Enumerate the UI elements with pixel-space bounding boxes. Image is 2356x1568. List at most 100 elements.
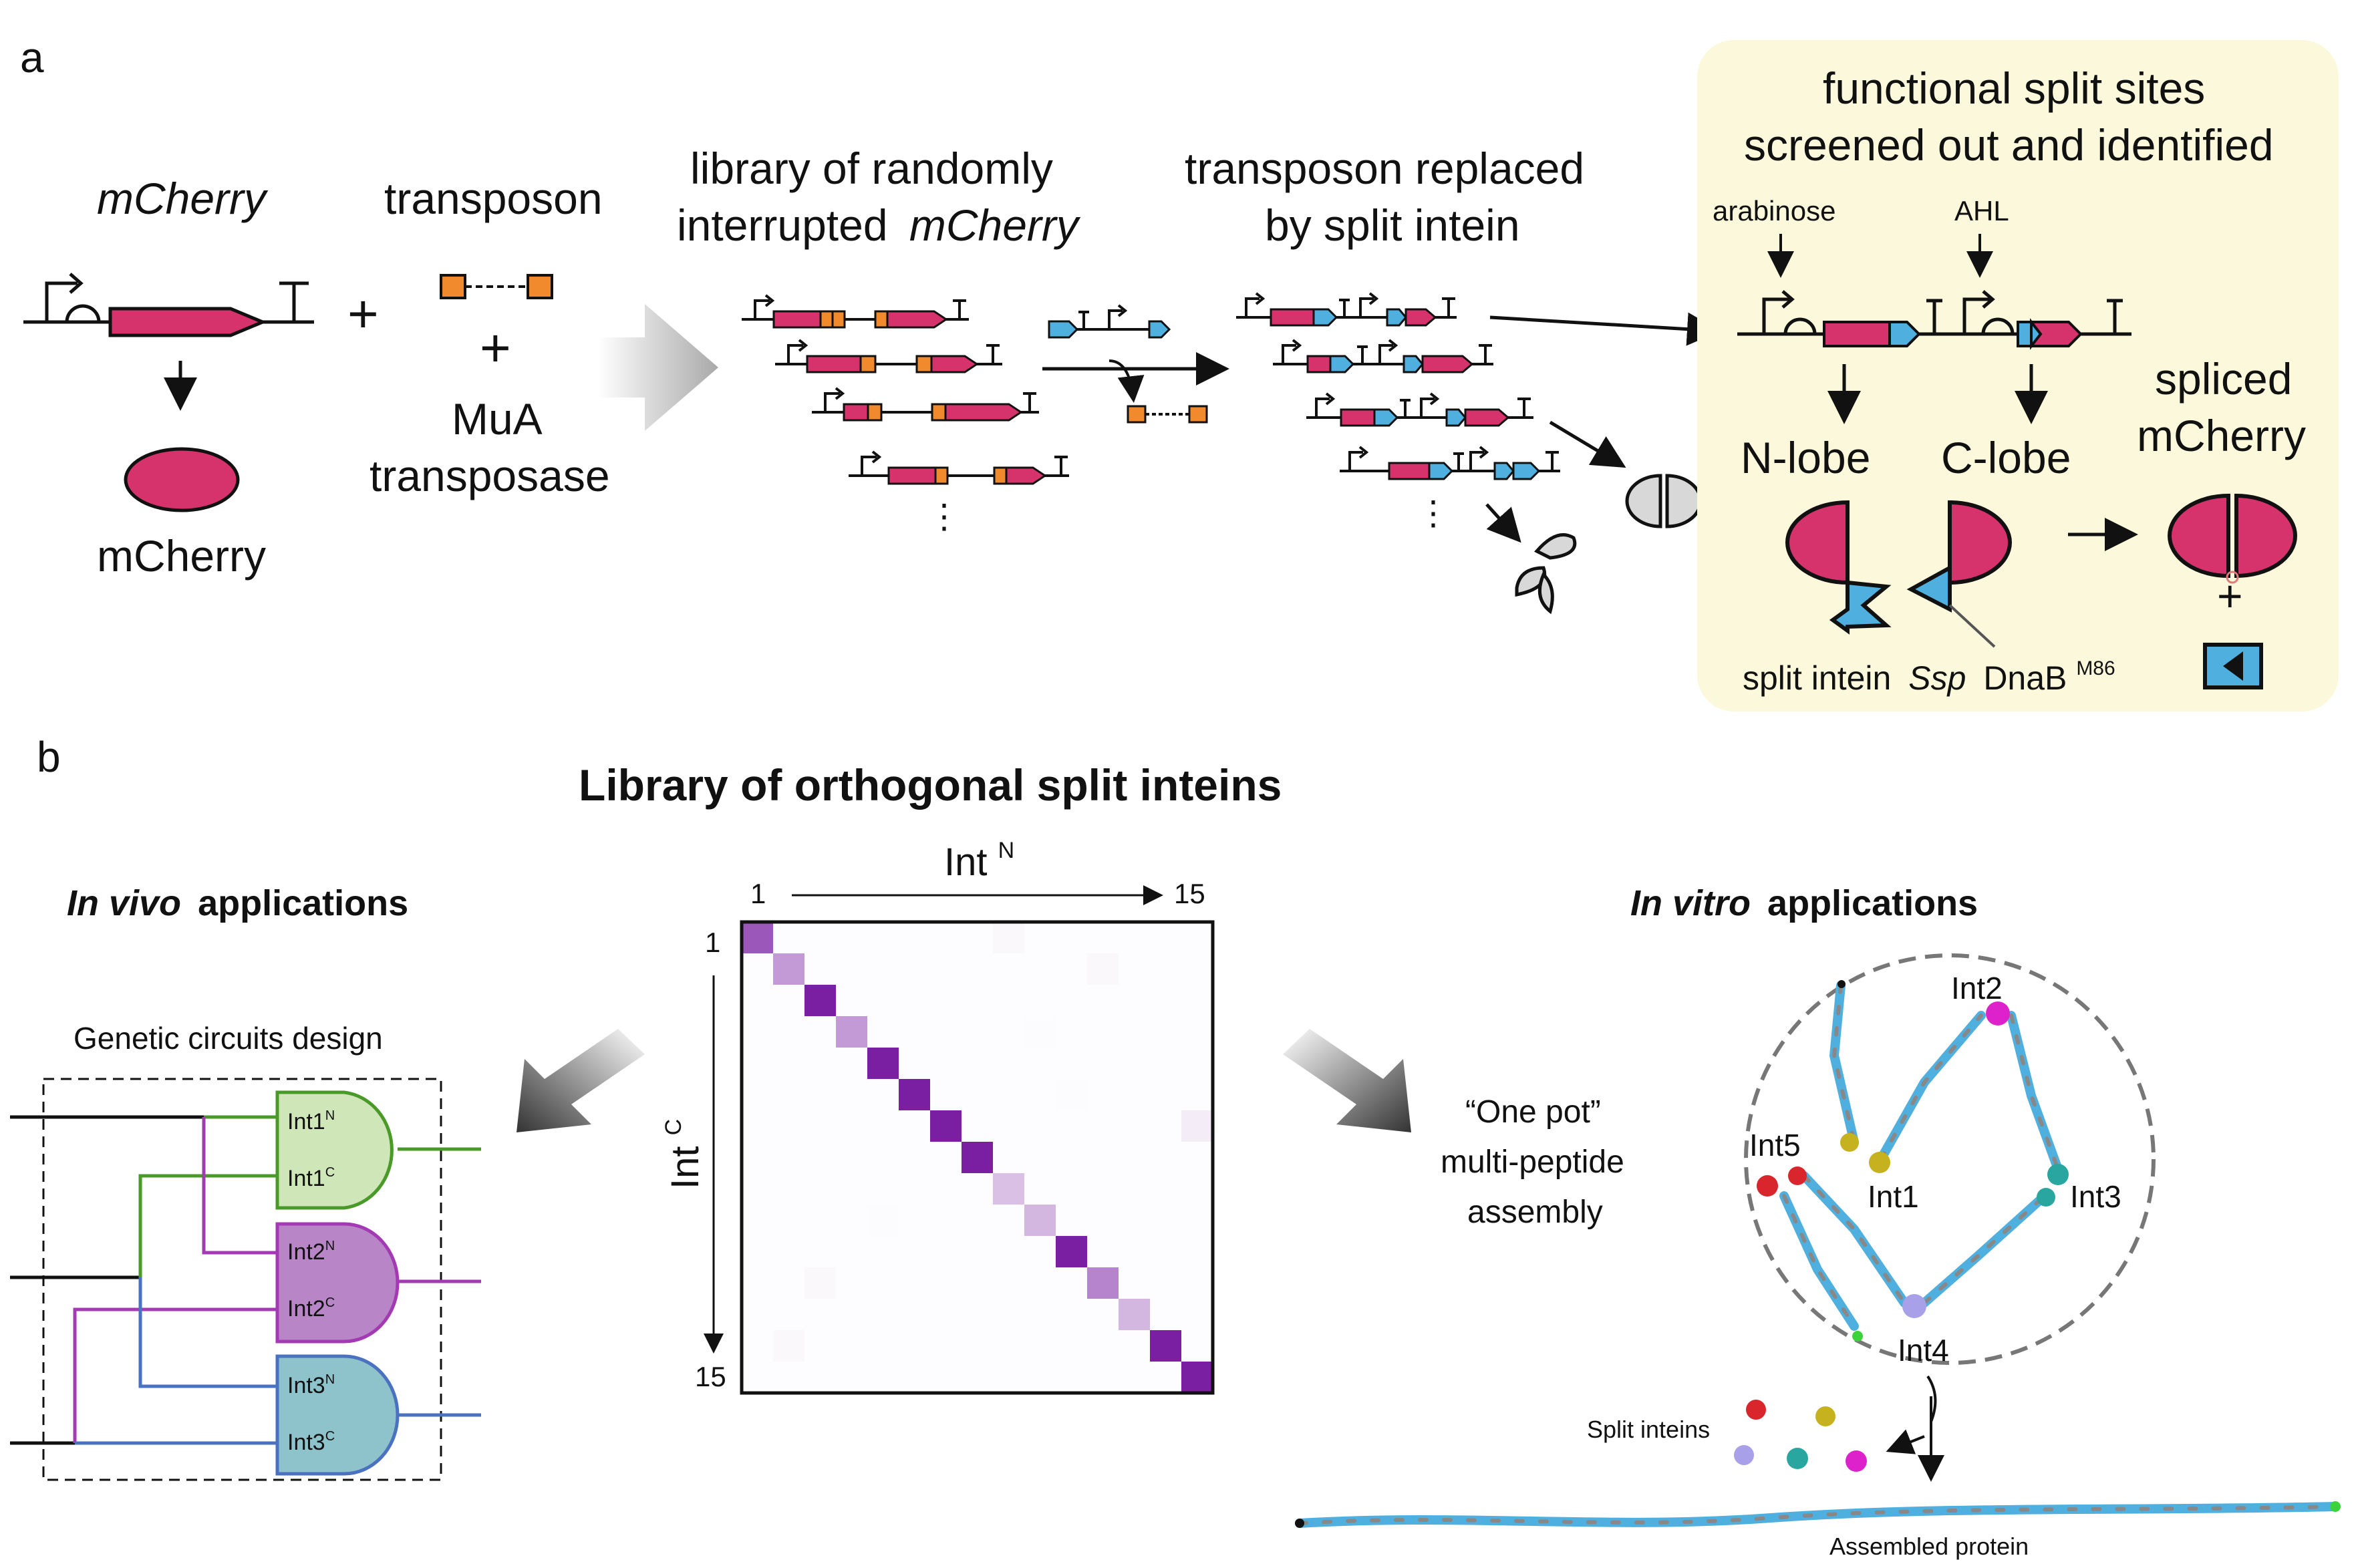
heatmap-cell bbox=[804, 1205, 837, 1237]
release-arrow bbox=[1886, 1429, 1925, 1454]
heatmap-cell bbox=[1150, 985, 1182, 1017]
heatmap-cell bbox=[962, 1079, 994, 1111]
heatmap-cell bbox=[930, 1299, 962, 1331]
heatmap-cell bbox=[1181, 922, 1213, 954]
in-vitro-rest: applications bbox=[1767, 883, 1978, 923]
heatmap-cell bbox=[993, 1299, 1025, 1331]
excised-transposon bbox=[1127, 405, 1208, 424]
heatmap-cell bbox=[804, 1362, 837, 1394]
gate-2-c-sup: C bbox=[325, 1295, 335, 1310]
heatmap-cell bbox=[1024, 1079, 1056, 1111]
heatmap-cell bbox=[1181, 1330, 1213, 1362]
heatmap-cell bbox=[993, 1048, 1025, 1080]
heatmap-cell bbox=[993, 922, 1025, 954]
one-pot-line1: “One pot” bbox=[1465, 1094, 1601, 1130]
heatmap-cell bbox=[742, 985, 774, 1017]
split-intein-prefix: split intein bbox=[1743, 659, 1891, 697]
intein-cassette bbox=[1048, 304, 1171, 339]
library-ellipsis: ⋮ bbox=[927, 498, 961, 535]
heatmap-cell bbox=[742, 1173, 774, 1205]
gate-3-c-label: Int3C bbox=[287, 1429, 335, 1455]
split-intein-italic: Ssp bbox=[1908, 659, 1966, 697]
heatmap-cell bbox=[1087, 1016, 1119, 1048]
grey-protein-assembled bbox=[1625, 474, 1703, 528]
gate-1-shape bbox=[275, 1090, 394, 1210]
heatmap-cell bbox=[1087, 922, 1119, 954]
heatmap-cell bbox=[836, 1267, 868, 1299]
assembly-strands bbox=[1779, 981, 2063, 1331]
gate-2-n-sup: N bbox=[325, 1239, 335, 1253]
heatmap-cell bbox=[1119, 1205, 1151, 1237]
in-vivo-italic: In vivo bbox=[67, 883, 181, 923]
library-construct-1 bbox=[742, 294, 969, 329]
heatmap-cell bbox=[1024, 922, 1056, 954]
grey-protein-misfolded bbox=[1515, 533, 1577, 615]
library-construct-4 bbox=[849, 450, 1069, 485]
left-diagonal-arrow bbox=[517, 1029, 645, 1132]
heatmap-cell bbox=[1119, 1142, 1151, 1174]
intein-label-int1: Int1 bbox=[1868, 1179, 1919, 1214]
heatmap-cell bbox=[867, 1173, 899, 1205]
mcherry-protein-label: mCherry bbox=[97, 531, 266, 581]
heatmap-diagonal-cell bbox=[962, 1142, 994, 1174]
gate-1-c-text: Int1 bbox=[287, 1166, 325, 1191]
heatmap-cell bbox=[962, 1330, 994, 1362]
heatmap-cell bbox=[742, 1330, 774, 1362]
heatmap-cell bbox=[1119, 1110, 1151, 1142]
heatmap-cell bbox=[1150, 1016, 1182, 1048]
gate-2-n-label: Int2N bbox=[287, 1239, 335, 1265]
heatmap-cell bbox=[1150, 1142, 1182, 1174]
gate-1-n-sup: N bbox=[325, 1108, 335, 1123]
heatmap-cell bbox=[930, 1173, 962, 1205]
replaced-ellipsis: ⋮ bbox=[1417, 494, 1450, 532]
heatmap-cell bbox=[899, 1016, 931, 1048]
heatmap-frame bbox=[740, 920, 1215, 1395]
heatmap-cell bbox=[1150, 1048, 1182, 1080]
heatmap-cell bbox=[773, 1299, 805, 1331]
heatmap-cell bbox=[836, 1173, 868, 1205]
panel-b-label: b bbox=[37, 733, 61, 781]
heatmap-diagonal-cell bbox=[742, 922, 774, 954]
intein-label-int5: Int5 bbox=[1749, 1128, 1801, 1162]
heatmap-cell bbox=[804, 1330, 837, 1362]
release-curve bbox=[1926, 1375, 1937, 1422]
heatmap-cell bbox=[1024, 985, 1056, 1017]
heatmap-cell bbox=[804, 1299, 837, 1331]
gate-1-c-label: Int1C bbox=[287, 1165, 335, 1191]
heatmap-cell bbox=[804, 1110, 837, 1142]
heatmap-cell bbox=[773, 1267, 805, 1299]
heatmap-cell bbox=[773, 1173, 805, 1205]
heatmap-xlabel: Int N bbox=[944, 838, 1014, 884]
heatmap-cell bbox=[804, 1142, 837, 1174]
heatmap-cell bbox=[899, 1048, 931, 1080]
heatmap-cell bbox=[899, 922, 931, 954]
heatmap-cell bbox=[930, 1330, 962, 1362]
intein-blobs bbox=[1757, 980, 2069, 1342]
heatmap-cell bbox=[1119, 1267, 1151, 1299]
heatmap-cell bbox=[899, 1205, 931, 1237]
heatmap-cell bbox=[867, 985, 899, 1017]
screen-title-line2: screened out and identified bbox=[1744, 120, 2274, 170]
heatmap-cell bbox=[1024, 1362, 1056, 1394]
transposon-construct bbox=[440, 274, 553, 299]
heatmap-cell bbox=[962, 1173, 994, 1205]
heatmap-cell bbox=[1119, 953, 1151, 985]
heatmap-cell bbox=[773, 985, 805, 1017]
heatmap-cell bbox=[773, 1079, 805, 1111]
heatmap-cell bbox=[836, 953, 868, 985]
mcherry-gene-label: mCherry bbox=[97, 174, 269, 223]
heatmap-cell bbox=[742, 1079, 774, 1111]
replace-title-line2: by split intein bbox=[1265, 200, 1520, 250]
heatmap-diagonal-cell bbox=[836, 1016, 868, 1048]
replaced-construct-4 bbox=[1340, 446, 1560, 480]
heatmap-diagonal-cell bbox=[1056, 1236, 1088, 1268]
heatmap-cell bbox=[804, 1016, 837, 1048]
heatmap-cell bbox=[1181, 953, 1213, 985]
heatmap-xlabel-sup: N bbox=[998, 838, 1015, 863]
plus-sign-2: + bbox=[480, 318, 511, 377]
heatmap-cell bbox=[1119, 922, 1151, 954]
heatmap-cell bbox=[962, 1110, 994, 1142]
n-lobe-protein bbox=[1785, 500, 1892, 635]
big-process-arrow bbox=[598, 304, 718, 431]
spliced-label-line2: mCherry bbox=[2137, 411, 2306, 460]
